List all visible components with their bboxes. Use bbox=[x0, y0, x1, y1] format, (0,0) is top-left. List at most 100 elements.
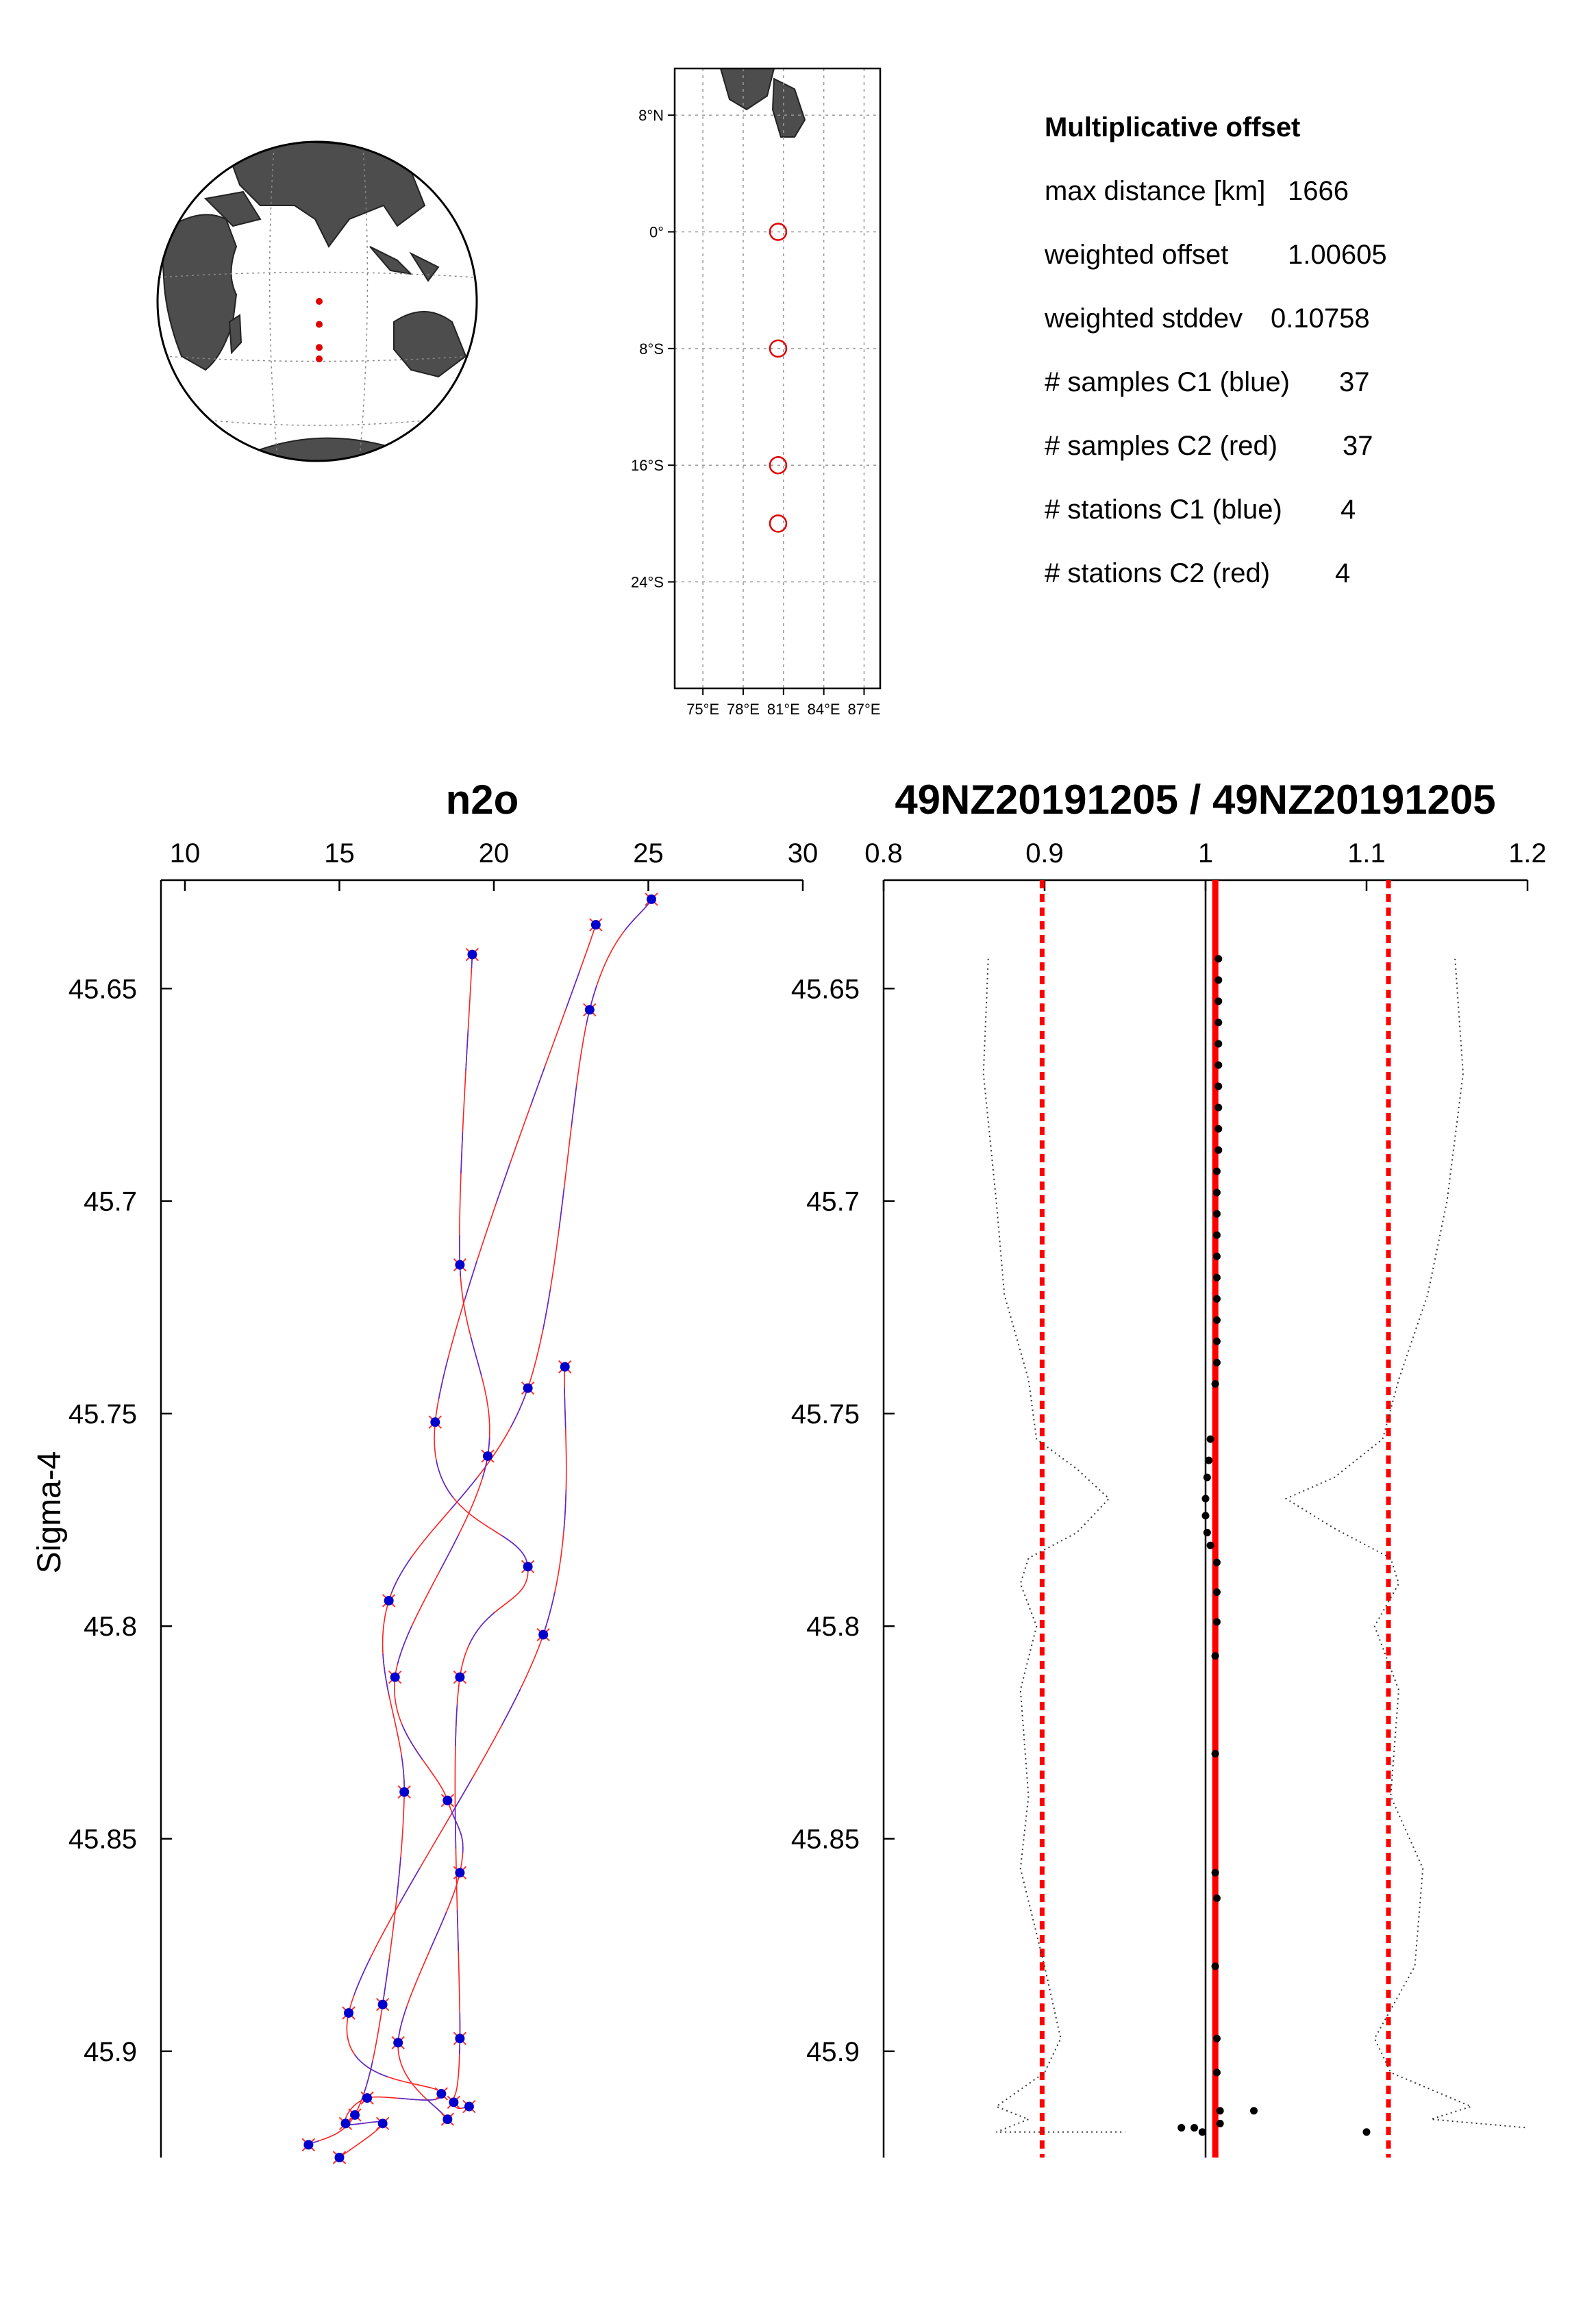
ratio-point bbox=[1212, 1231, 1221, 1239]
stat-label: # samples C1 (blue) bbox=[1045, 367, 1290, 397]
n2o-point bbox=[560, 1362, 570, 1372]
ratio-envelope bbox=[982, 958, 1528, 2133]
ratio-point bbox=[1203, 1529, 1211, 1537]
globe-station-dot bbox=[316, 344, 323, 351]
stat-row-samples-c1: # samples C1 (blue) 37 bbox=[1045, 351, 1524, 414]
ratio-point bbox=[1212, 1295, 1221, 1303]
ratio-point bbox=[1206, 1435, 1214, 1443]
n2o-point bbox=[377, 1999, 388, 2010]
n2o-point bbox=[455, 1868, 465, 1878]
n2o-point bbox=[393, 2038, 403, 2048]
stats-panel: Multiplicative offset max distance [km] … bbox=[1045, 96, 1524, 605]
ratio-point bbox=[1201, 1512, 1210, 1520]
map-station-circle bbox=[769, 514, 788, 533]
n2o-chart-title: n2o bbox=[446, 777, 519, 823]
ratio-point bbox=[1214, 1103, 1223, 1112]
ratio-point bbox=[1212, 1558, 1221, 1566]
ratio-point bbox=[1211, 1749, 1219, 1758]
n2o-point bbox=[384, 1595, 394, 1605]
n2o-y-axis-label: Sigma-4 bbox=[32, 1451, 68, 1574]
ratio-point bbox=[1214, 976, 1223, 984]
n2o-point bbox=[464, 2101, 474, 2112]
ratio-point bbox=[1206, 1541, 1214, 1549]
map-lat-label: 8°S bbox=[639, 340, 664, 358]
stat-row-weighted-stddev: weighted stddev 0.10758 bbox=[1045, 287, 1524, 351]
ratio-point bbox=[1250, 2107, 1258, 2115]
map-lon-labels: 75°E 78°E 81°E 84°E 87°E bbox=[686, 688, 880, 718]
n2o-chart: n2o Sigma-4 10 15 20 25 30 45.6545.745.7545.… bbox=[32, 777, 818, 2164]
stat-row-weighted-offset: weighted offset 1.00605 bbox=[1045, 223, 1524, 287]
n2o-point bbox=[399, 1787, 410, 1797]
n2o-x-tick-label: 20 bbox=[479, 838, 510, 868]
envelope-left bbox=[982, 958, 1125, 2133]
ratio-point bbox=[1214, 1146, 1223, 1154]
stat-row-samples-c2: # samples C2 (red) 37 bbox=[1045, 414, 1524, 478]
n2o-point bbox=[442, 2114, 453, 2125]
ratio-y-tick-label: 45.75 bbox=[791, 1399, 860, 1429]
n2o-point bbox=[344, 2008, 354, 2018]
n2o-point bbox=[436, 2088, 447, 2099]
ratio-point bbox=[1212, 1358, 1221, 1366]
map-station-circle bbox=[769, 455, 788, 475]
stat-label: # samples C2 (red) bbox=[1045, 431, 1278, 461]
ratio-y-tick-label: 45.7 bbox=[806, 1187, 860, 1217]
map-lat-label: 0° bbox=[649, 223, 664, 240]
n2o-point bbox=[590, 920, 601, 930]
ratio-point bbox=[1214, 1125, 1223, 1133]
n2o-x-tick-label: 25 bbox=[633, 838, 664, 868]
regional-map: 8°N 0° 8°S 16°S 24°S 75°E 78°E 81°E 84°E 87°E bbox=[631, 67, 882, 718]
n2o-profile-red bbox=[393, 954, 490, 2120]
n2o-x-tick-label: 30 bbox=[788, 838, 819, 868]
ratio-point bbox=[1212, 1167, 1221, 1175]
stat-label: weighted offset bbox=[1045, 240, 1229, 270]
stat-row-stations-c1: # stations C1 (blue) 4 bbox=[1045, 478, 1524, 542]
n2o-point bbox=[455, 2034, 465, 2044]
ratio-point bbox=[1212, 1316, 1221, 1324]
ratio-point bbox=[1212, 2068, 1221, 2077]
ratio-point bbox=[1216, 2107, 1224, 2115]
stat-label: weighted stddev bbox=[1045, 303, 1243, 334]
ratio-x-ticks: 0.8 0.9 1 1.1 1.2 bbox=[864, 838, 1547, 891]
ratio-point bbox=[1201, 1495, 1210, 1503]
map-lat-label: 16°S bbox=[631, 457, 664, 474]
map-lon-label: 87°E bbox=[847, 701, 880, 718]
stats-title: Multiplicative offset bbox=[1045, 112, 1301, 142]
n2o-point bbox=[430, 1417, 440, 1427]
ratio-y-tick-label: 45.8 bbox=[806, 1612, 860, 1642]
ratio-point bbox=[1214, 1061, 1223, 1069]
n2o-point bbox=[482, 1451, 492, 1461]
map-gridlines bbox=[675, 68, 880, 688]
n2o-x-tick-label: 15 bbox=[324, 838, 355, 868]
n2o-point bbox=[467, 949, 477, 960]
ratio-point bbox=[1205, 1456, 1213, 1464]
ratio-point bbox=[1216, 2119, 1224, 2127]
map-lat-label: 24°S bbox=[631, 574, 664, 591]
n2o-point bbox=[362, 2093, 373, 2103]
map-station-circle bbox=[769, 223, 788, 241]
ratio-point bbox=[1203, 1473, 1211, 1482]
ratio-point bbox=[1214, 1040, 1223, 1048]
ratio-y-tick-label: 45.85 bbox=[791, 1825, 860, 1855]
n2o-point bbox=[340, 2118, 351, 2129]
n2o-point bbox=[390, 1672, 400, 1682]
ratio-point bbox=[1212, 1188, 1221, 1197]
map-lon-label: 78°E bbox=[727, 701, 760, 718]
ratio-x-tick-label: 1 bbox=[1198, 838, 1213, 868]
ratio-point bbox=[1212, 1894, 1221, 1902]
ratio-y-tick-label: 45.9 bbox=[806, 2037, 860, 2067]
ratio-point bbox=[1212, 1337, 1221, 1345]
n2o-point bbox=[584, 1005, 595, 1015]
n2o-point bbox=[455, 1260, 465, 1270]
globe-station-markers bbox=[316, 298, 323, 362]
stat-value: 37 bbox=[1339, 367, 1370, 397]
n2o-profile-blue bbox=[339, 1366, 567, 2158]
n2o-x-ticks: 10 15 20 25 30 bbox=[170, 838, 819, 891]
n2o-sample-points bbox=[301, 892, 658, 2164]
n2o-point bbox=[449, 2097, 459, 2108]
stat-value: 1666 bbox=[1288, 176, 1349, 206]
n2o-y-tick-label: 45.9 bbox=[84, 2037, 137, 2067]
ratio-chart-title: 49NZ20191205 / 49NZ20191205 bbox=[895, 777, 1495, 823]
stat-label: # stations C2 (red) bbox=[1045, 558, 1271, 588]
map-station-markers bbox=[769, 223, 788, 533]
ratio-point bbox=[1198, 2128, 1206, 2136]
